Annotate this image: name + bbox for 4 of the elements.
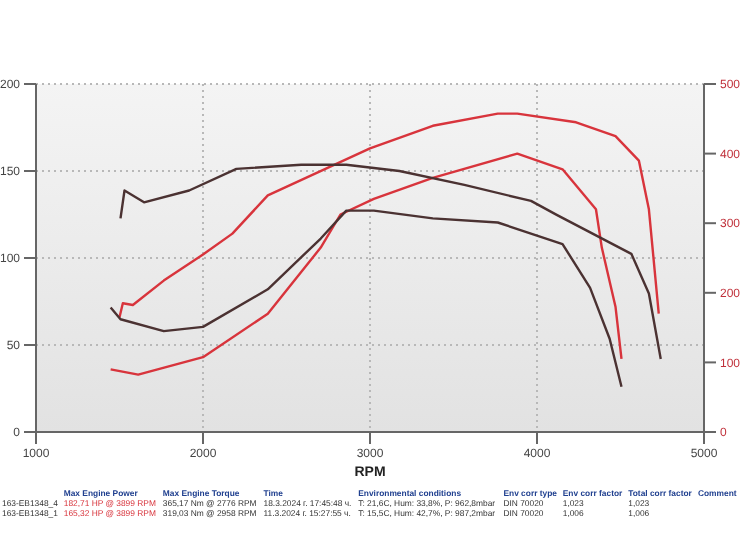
line-series <box>118 112 660 319</box>
line-series <box>109 209 623 388</box>
line-series <box>109 152 623 376</box>
line-series <box>119 163 662 361</box>
